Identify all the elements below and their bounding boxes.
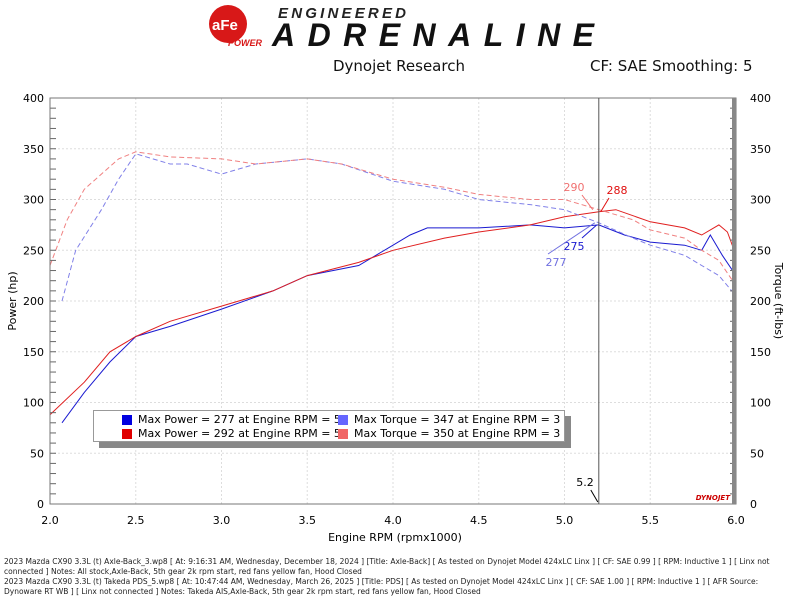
y2-tick-label: 100 — [750, 397, 771, 410]
x-tick-label: 5.0 — [556, 514, 574, 527]
dyno-chart: 2.0 2.5 3.0 3.5 4.0 4.5 5.0 5.5 6.0 0 0 50 50 100 100 1… — [6, 92, 785, 544]
y-tick-label: 100 — [23, 397, 44, 410]
legend-text: Max Power = 277 at Engine RPM = 5 — [138, 413, 341, 426]
legend-text: Max Torque = 350 at Engine RPM = 3 — [354, 427, 561, 440]
x-tick-label: 2.0 — [41, 514, 59, 527]
x-axis-label: Engine RPM (rpmx1000) — [328, 531, 462, 544]
svg-text:ADRENALINE: ADRENALINE — [271, 17, 596, 50]
legend-item: Max Torque = 350 at Engine RPM = 3 — [338, 427, 560, 440]
svg-text:aFe: aFe — [212, 17, 238, 34]
legend-swatch — [122, 414, 132, 425]
series-line-3 — [49, 151, 737, 287]
x-tick-label: 6.0 — [727, 514, 745, 527]
legend-text: Max Torque = 347 at Engine RPM = 3 — [354, 413, 561, 426]
svg-text:POWER: POWER — [228, 38, 263, 48]
series-line-0 — [61, 224, 737, 424]
x-tick-label: 5.5 — [642, 514, 660, 527]
svg-text:ENGINEERED: ENGINEERED — [278, 5, 406, 22]
x-tick-label: 4.5 — [470, 514, 488, 527]
series-line-1 — [49, 209, 737, 416]
right-axis-bar — [732, 98, 736, 504]
y-tick-label: 400 — [23, 92, 44, 105]
legend-item: Max Power = 277 at Engine RPM = 5 — [122, 413, 341, 426]
x-tick-label: 3.0 — [213, 514, 231, 527]
y2-tick-label: 400 — [750, 92, 771, 105]
run-info-1: 2023 Mazda CX90 3.3L (t) Axle-Back_3.wp8… — [4, 557, 770, 576]
cursor-value-label: 288 — [607, 184, 628, 197]
series-line-2 — [61, 153, 737, 302]
legend: Max Power = 277 at Engine RPM = 5 Max To… — [93, 410, 565, 442]
cursor-rpm-label: 5.2 — [576, 476, 594, 489]
cursor-value-arrow — [600, 197, 610, 212]
legend-item: Max Torque = 347 at Engine RPM = 3 — [338, 413, 560, 426]
run-info-2: 2023 Mazda CX90 3.3L (t) Takeda PDS_5.wp… — [4, 577, 759, 596]
legend-text: Max Power = 292 at Engine RPM = 5 — [138, 427, 341, 440]
cursor-value-label: 290 — [564, 181, 585, 194]
x-tick-label: 2.5 — [127, 514, 145, 527]
cursor-value-arrow — [547, 222, 596, 255]
afe-adrenaline-logo: aFe POWER ENGINEERED ADRENALINE — [209, 5, 596, 50]
cursor-value-label: 277 — [546, 256, 567, 269]
cursor-value-arrow — [581, 224, 598, 239]
y2-axis-label: Torque (ft-lbs) — [772, 262, 785, 339]
correction-factor: CF: SAE Smoothing: 5 — [590, 57, 753, 75]
cursor-arrow — [590, 489, 599, 503]
y2-tick-label: 250 — [750, 244, 771, 257]
legend-item: Max Power = 292 at Engine RPM = 5 — [122, 427, 341, 440]
y-tick-label: 350 — [23, 143, 44, 156]
y2-tick-label: 0 — [750, 498, 757, 511]
y2-tick-label: 150 — [750, 346, 771, 359]
y2-tick-label: 50 — [750, 447, 764, 460]
cursor-value-label: 275 — [564, 240, 585, 253]
y-tick-label: 0 — [37, 498, 44, 511]
y2-tick-label: 200 — [750, 295, 771, 308]
chart-title: Dynojet Research — [333, 57, 465, 75]
dynojet-watermark: DYNOJET — [696, 494, 732, 502]
legend-swatch — [338, 414, 348, 425]
legend-swatch — [122, 428, 132, 439]
y-tick-label: 250 — [23, 244, 44, 257]
x-tick-label: 4.0 — [384, 514, 402, 527]
y-tick-label: 50 — [30, 447, 44, 460]
legend-swatch — [338, 428, 348, 439]
cursor-value-arrow — [581, 194, 594, 210]
y2-tick-label: 350 — [750, 143, 771, 156]
y-tick-label: 200 — [23, 295, 44, 308]
x-tick-label: 3.5 — [299, 514, 317, 527]
y-tick-label: 300 — [23, 194, 44, 207]
y-axis-label: Power (hp) — [6, 271, 19, 330]
y2-tick-label: 300 — [750, 194, 771, 207]
y-tick-label: 150 — [23, 346, 44, 359]
